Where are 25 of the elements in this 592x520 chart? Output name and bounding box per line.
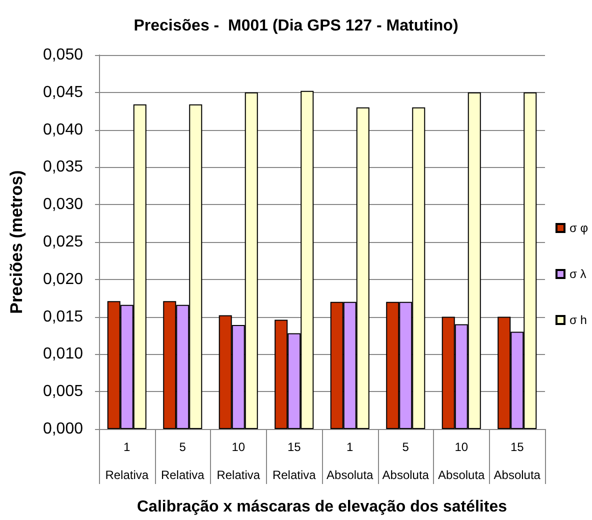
y-tick-label: 0,030 <box>42 196 84 214</box>
x-tick-label: 5 Relativa <box>160 440 205 482</box>
y-tick-label: 0,050 <box>42 46 84 64</box>
legend-label: σ h <box>569 313 587 327</box>
x-tick-label: 15 Relativa <box>272 440 316 482</box>
y-tick-label: 0,025 <box>42 234 84 250</box>
x-tick-label: 1 Relativa <box>105 440 149 482</box>
chart-title: Precisões - M001 (Dia GPS 127 - Matutino) <box>134 18 458 34</box>
y-tick-label: 0,015 <box>42 308 84 326</box>
x-tick-label: 15 Absoluta <box>494 440 541 482</box>
y-tick-label: 0,000 <box>42 420 84 438</box>
x-axis-title: Calibração x máscaras de elevação dos satélites <box>137 498 508 516</box>
x-tick-label: 10 Relativa <box>216 440 260 482</box>
legend-label: σ φ <box>569 221 588 235</box>
y-tick-label: 0,020 <box>42 270 84 288</box>
x-tick-label: 5 Absoluta <box>382 440 430 482</box>
y-tick-label: 0,010 <box>42 346 84 363</box>
y-axis-title: Preciões (metros) <box>7 170 26 314</box>
legend-label: σ λ <box>569 267 586 281</box>
y-tick-label: 0,035 <box>42 158 84 176</box>
y-tick-label: 0,005 <box>42 383 84 400</box>
y-tick-label: 0,045 <box>42 84 84 101</box>
x-tick-label: 10 Absoluta <box>438 440 486 482</box>
y-tick-label: 0,040 <box>42 121 84 138</box>
x-tick-label: 1 Absoluta <box>326 440 374 482</box>
